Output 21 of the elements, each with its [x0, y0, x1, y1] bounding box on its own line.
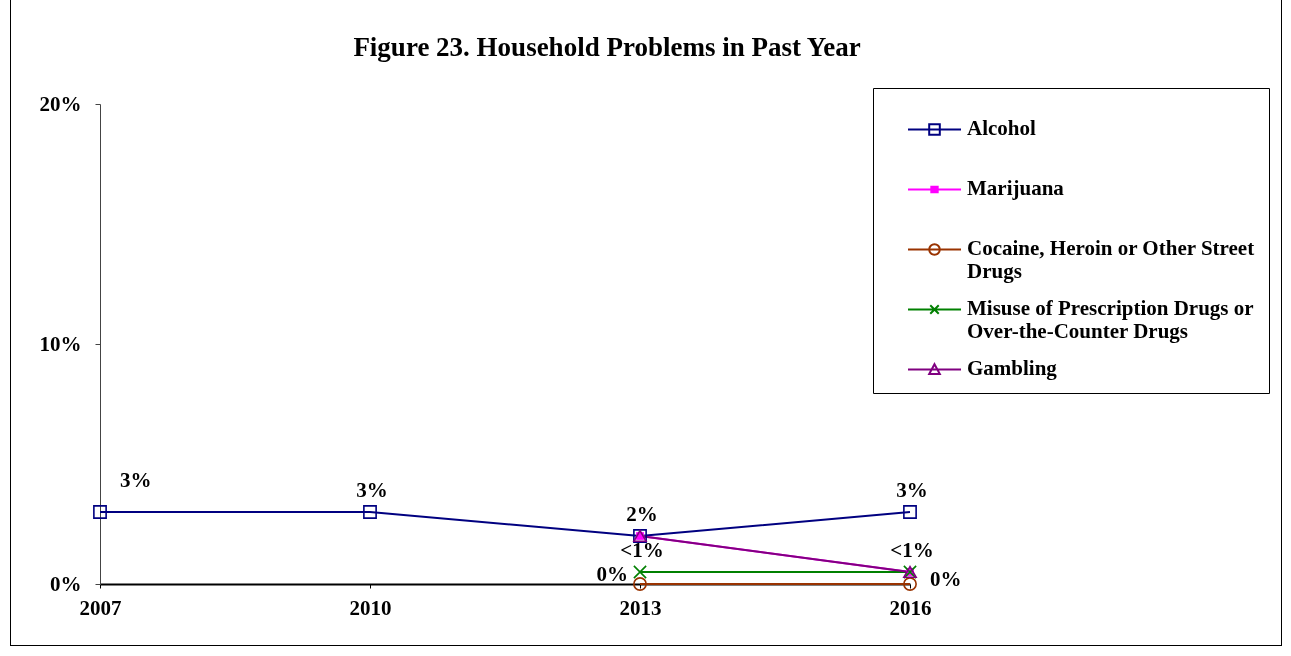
y-tick-label: 10%	[39, 331, 82, 356]
legend-label: Gambling	[967, 355, 1058, 380]
legend-label: Marijuana	[967, 175, 1065, 200]
data-label: 0%	[596, 562, 628, 586]
x-tick-label: 2007	[79, 595, 122, 620]
data-label: 0%	[930, 567, 962, 591]
legend-label: Misuse of Prescription Drugs or Over-the-Counter Drugs	[967, 295, 1254, 343]
data-label: 2%	[626, 502, 658, 526]
y-tick-label: 20%	[39, 91, 82, 116]
legend-label: Cocaine, Heroin or Other Street Drugs	[967, 235, 1255, 283]
legend-label: Alcohol	[967, 115, 1036, 140]
y-tick-label: 0%	[50, 571, 82, 596]
x-tick-label: 2010	[349, 595, 392, 620]
data-label: 3%	[896, 478, 928, 502]
data-label: <1%	[890, 538, 934, 562]
x-tick-label: 2013	[619, 595, 662, 620]
data-label: 3%	[120, 468, 152, 492]
x-tick-label: 2016	[889, 595, 932, 620]
data-label: 3%	[356, 478, 388, 502]
data-label: <1%	[620, 538, 664, 562]
chart-title: Figure 23. Household Problems in Past Year	[353, 31, 861, 62]
